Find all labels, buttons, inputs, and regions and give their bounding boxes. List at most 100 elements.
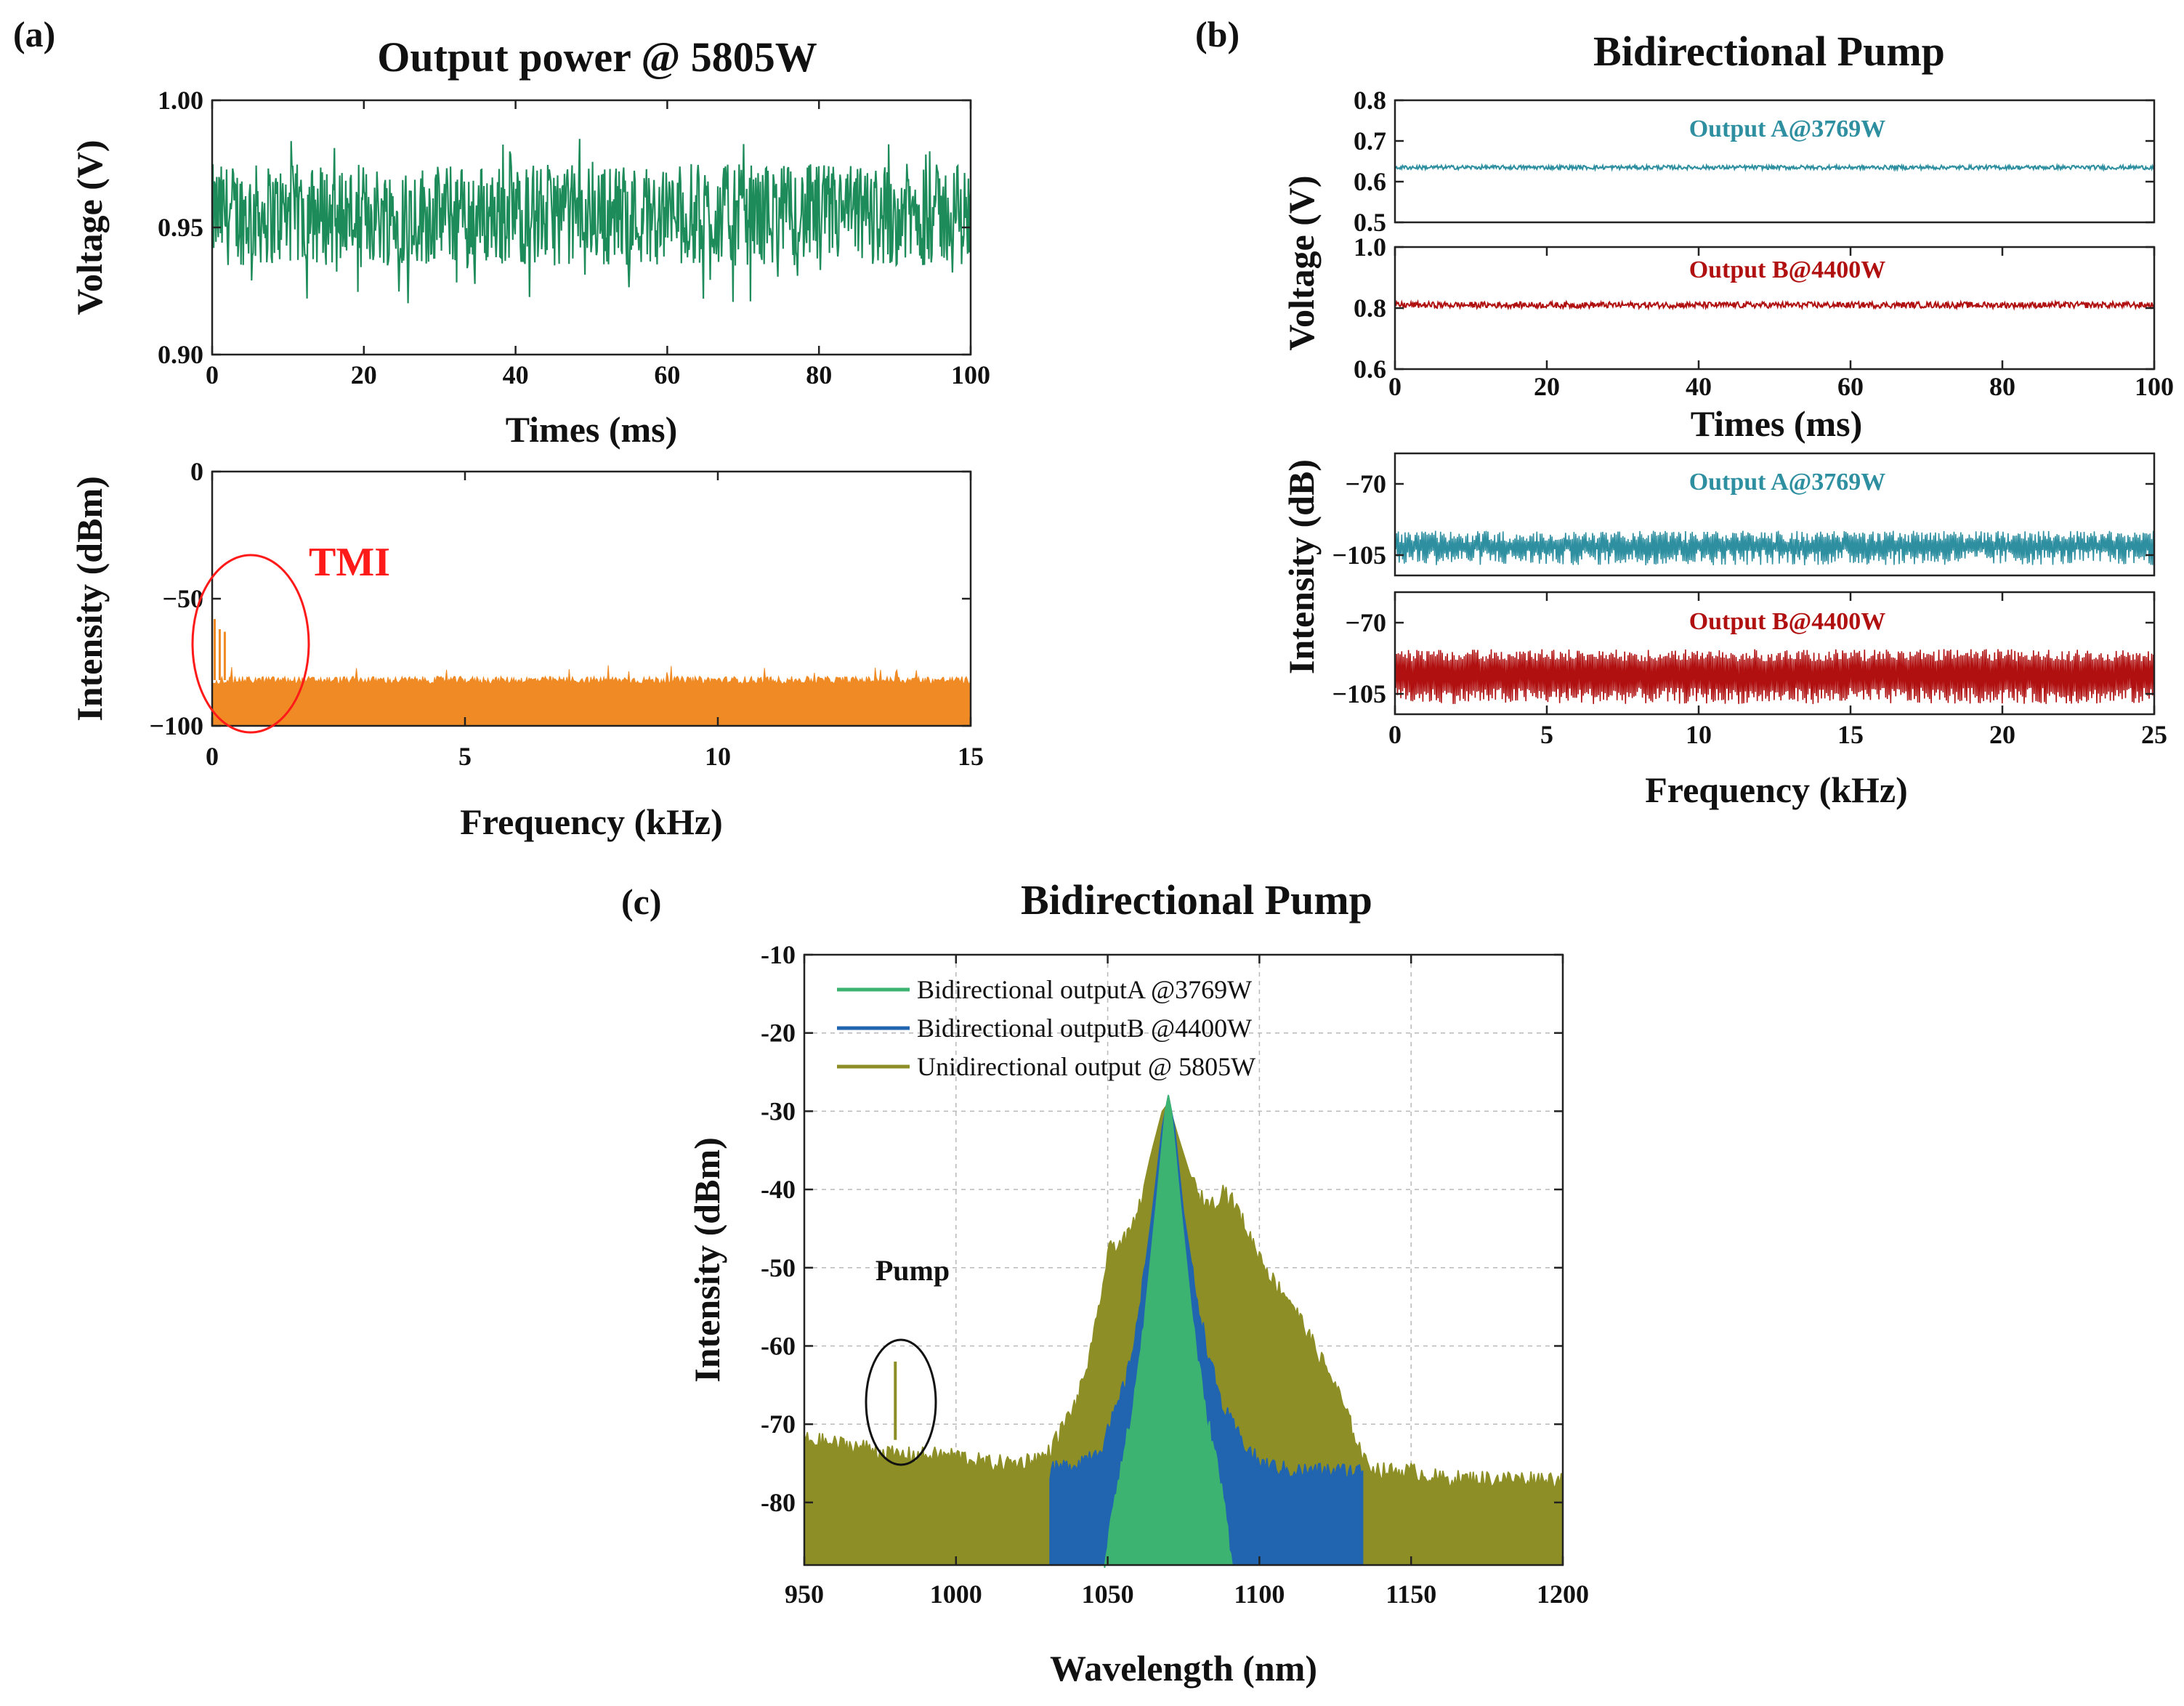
a-top-ytick-label: 1.00 [158,86,203,115]
pump-annotation: Pump [875,1254,950,1287]
c-ytick-label: -10 [761,940,796,969]
a-top-xtick-label: 100 [951,360,990,389]
c-ytick-label: -20 [761,1019,796,1048]
series-outputA-intensity [1394,530,2155,566]
chart-b-top2-series [1394,299,2155,311]
chart-b-top1-series [1394,162,2155,172]
chart-b-title: Bidirectional Pump [1593,28,1945,75]
chart-a-top-xlabel: Times (ms) [506,409,678,450]
b-top1-ytick-label: 0.6 [1354,167,1386,196]
c-xtick-label: 1150 [1386,1580,1436,1609]
chart-c-legend: Bidirectional outputA @3769W Bidirection… [837,975,1255,1081]
b-top2-ytick-label: 1.0 [1354,233,1386,262]
chart-b-bottom2-axes: 0 5 10 15 20 25 −70 −105 [1332,592,2167,749]
a-bottom-ytick-label: −100 [149,711,203,740]
series-outputA-voltage [1394,162,2155,172]
panel-label-c: (c) [621,881,662,922]
chart-b-bottom1-frame [1394,452,2156,577]
chart-a-top: Output power @ 5805W 0 20 40 60 80 100 1.00 0.9… [69,33,990,450]
chart-b-freq-xlabel: Frequency (kHz) [1645,769,1908,810]
b-bottom2-xtick-label: 0 [1388,720,1402,749]
a-bottom-xtick-label: 5 [458,742,472,771]
chart-a-bottom-ylabel: Intensity (dBm) [69,476,110,721]
chart-b-bottom1-label: Output A@3769W [1689,469,1886,496]
chart-c-xlabel: Wavelength (nm) [1050,1648,1317,1689]
chart-b-bottom1-series [1394,530,2155,566]
chart-a-bottom-series [211,619,971,727]
b-top2-xtick-label: 100 [2135,372,2174,401]
a-bottom-xtick-label: 15 [958,742,984,771]
b-bottom2-xtick-label: 5 [1540,720,1553,749]
b-top2-xtick-label: 60 [1837,372,1864,401]
chart-c: Bidirectional Pump 950 1000 1050 1100 1150 12… [687,876,1589,1689]
b-bottom2-xtick-label: 10 [1686,720,1712,749]
b-bottom2-xtick-label: 15 [1837,720,1864,749]
a-bottom-xtick-label: 0 [206,742,219,771]
chart-a-top-axes: 0 20 40 60 80 100 1.00 0.95 0.90 [158,86,990,389]
b-bottom2-xtick-label: 20 [1989,720,2015,749]
b-top1-ytick-label: 0.8 [1354,86,1386,115]
chart-a-bottom: 0 5 10 150−50−100 TMI Frequency (kHz) Inten… [69,457,984,842]
chart-b-time-xlabel: Times (ms) [1691,403,1863,444]
c-ytick-label: -30 [761,1096,796,1125]
chart-a-top-series [211,139,972,304]
c-xtick-label: 1100 [1234,1580,1285,1609]
a-top-ytick-label: 0.95 [158,213,203,242]
b-bottom1-ytick-label: −105 [1332,541,1386,570]
pump-circle [865,1338,937,1466]
chart-b-bottom2-frame [1394,591,2156,716]
chart-c-ylabel: Intensity (dBm) [687,1137,727,1383]
c-xtick-label: 1050 [1082,1580,1134,1609]
b-top2-xtick-label: 40 [1686,372,1712,401]
a-bottom-ytick-label: 0 [190,457,203,486]
chart-c-series [804,1094,1564,1569]
tmi-circle [191,554,310,734]
chart-b-top2-label: Output B@4400W [1689,256,1886,283]
a-top-xtick-label: 0 [206,360,219,389]
chart-c-axes: 950 1000 1050 1100 1150 1200 -10 -20 -30 -40 -50 -6… [761,940,1589,1609]
a-top-ytick-label: 0.90 [158,340,203,369]
chart-b-top1-axes: 0.8 0.7 0.6 0.5 [1354,86,2154,237]
series-outputB-voltage [1394,299,2155,311]
legend-label-outputA: Bidirectional outputA @3769W [917,975,1252,1004]
c-xtick-label: 1200 [1537,1580,1589,1609]
b-top2-ytick-label: 0.8 [1354,294,1386,323]
c-xtick-label: 1000 [930,1580,982,1609]
a-top-xtick-label: 40 [503,360,529,389]
b-top1-ytick-label: 0.5 [1354,208,1386,237]
panel-label-b: (b) [1195,14,1239,54]
legend-label-outputB: Bidirectional outputB @4400W [917,1014,1252,1043]
chart-b: Bidirectional Pump 0.8 0.7 0.6 0.5 Output A… [1281,28,2174,810]
chart-b-top2-axes: 0 20 40 60 80 100 1.0 0.8 0.6 [1354,233,2174,401]
c-ytick-label: -60 [761,1331,796,1360]
c-ytick-label: -50 [761,1253,796,1282]
c-ytick-label: -40 [761,1175,796,1204]
chart-b-intensity-ylabel: Intensity (dB) [1281,459,1322,674]
c-ytick-label: -70 [761,1410,796,1439]
b-top2-xtick-label: 80 [1989,372,2015,401]
series-outputA-3769W [1104,1094,1233,1569]
b-bottom2-ytick-label: −70 [1345,608,1386,637]
a-top-xtick-label: 60 [654,360,680,389]
b-bottom2-xtick-label: 25 [2141,720,2167,749]
b-top2-ytick-label: 0.6 [1354,355,1386,384]
chart-b-bottom2-series [1394,649,2155,705]
a-bottom-xtick-label: 10 [705,742,731,771]
tmi-annotation: TMI [309,540,390,585]
chart-b-bottom1-axes: −70 −105 [1332,469,2154,570]
series-outputB-intensity [1394,649,2155,705]
chart-b-bottom2-label: Output B@4400W [1689,608,1886,635]
c-xtick-label: 950 [785,1580,824,1609]
chart-c-title: Bidirectional Pump [1021,876,1372,923]
b-bottom1-ytick-label: −70 [1345,469,1386,498]
chart-c-frame [803,953,1564,1566]
chart-b-voltage-ylabel: Voltage (V) [1281,175,1322,350]
b-top2-xtick-label: 20 [1534,372,1560,401]
a-top-xtick-label: 20 [351,360,377,389]
a-top-xtick-label: 80 [806,360,832,389]
c-ytick-label: -80 [761,1488,796,1517]
panel-label-a: (a) [13,14,55,54]
chart-b-top1-frame [1394,99,2156,224]
chart-a-top-title: Output power @ 5805W [377,33,817,81]
